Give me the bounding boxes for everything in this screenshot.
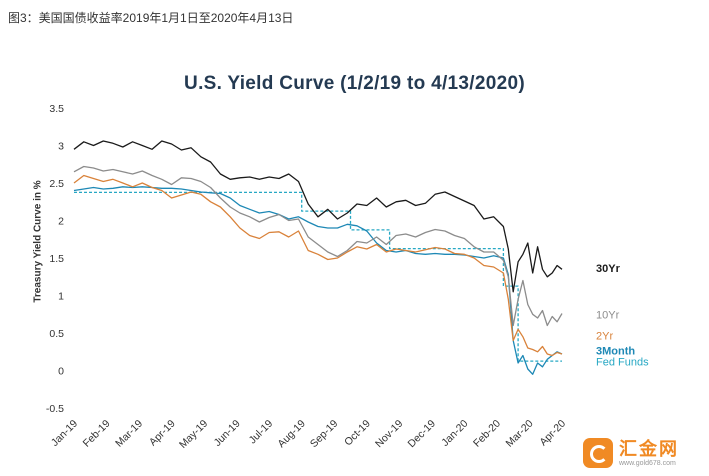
plot-area — [73, 140, 563, 375]
x-tick-label: May-19 — [177, 418, 210, 451]
x-tick-label: Oct-19 — [342, 418, 373, 449]
legend-label-fed-funds: Fed Funds — [596, 357, 649, 369]
x-tick-label: Nov-19 — [373, 418, 406, 451]
y-axis: -0.5 0 0.5 1 1.5 2 2.5 3 3.5 — [46, 103, 64, 415]
watermark-name: 汇金网 — [619, 438, 679, 459]
x-tick-label: Dec-19 — [406, 418, 439, 451]
series-line-2yr — [73, 174, 563, 357]
x-tick-label: Feb-19 — [81, 418, 113, 450]
y-tick-label: 3.5 — [49, 103, 64, 115]
x-tick-label: Apr-19 — [147, 418, 178, 449]
series-line-3month — [73, 186, 563, 375]
x-tick-label: Mar-20 — [504, 418, 536, 450]
y-tick-label: 2.5 — [49, 178, 64, 190]
figure-caption: 图3：美国国债收益率2019年1月1日至2020年4月13日 — [8, 11, 294, 25]
x-tick-label: Jul-19 — [247, 418, 276, 447]
legend-label-30yr: 30Yr — [596, 263, 621, 275]
x-tick-label: Jan-19 — [49, 418, 80, 449]
x-tick-label: Apr-20 — [537, 418, 568, 449]
x-tick-label: Jan-20 — [439, 418, 470, 449]
x-tick-label: Sep-19 — [308, 418, 341, 451]
y-tick-label: 2 — [58, 216, 64, 228]
x-tick-label: Feb-20 — [471, 418, 503, 450]
y-tick-label: 1 — [58, 291, 64, 303]
watermark-url: www.gold678.com — [619, 459, 676, 467]
y-tick-label: 0 — [58, 366, 64, 378]
x-tick-label: Jun-19 — [212, 418, 243, 449]
watermark: 汇金网 www.gold678.com — [583, 436, 705, 470]
watermark-logo-icon — [583, 438, 613, 468]
y-tick-label: 0.5 — [49, 328, 64, 340]
y-tick-label: -0.5 — [46, 403, 64, 415]
x-tick-label: Aug-19 — [275, 418, 308, 451]
series-line-10yr — [73, 165, 563, 327]
legend-label-2yr: 2Yr — [596, 330, 613, 342]
x-tick-label: Mar-19 — [113, 418, 145, 450]
chart-title: U.S. Yield Curve (1/2/19 to 4/13/2020) — [184, 73, 525, 94]
x-axis: Jan-19 Feb-19 Mar-19 Apr-19 May-19 Jun-19 Jul-… — [49, 418, 568, 451]
legend-label-10yr: 10Yr — [596, 309, 620, 321]
y-tick-label: 1.5 — [49, 253, 64, 265]
legend-label-3month: 3Month — [596, 345, 635, 357]
y-tick-label: 3 — [58, 141, 64, 153]
series-line-30yr — [73, 140, 563, 293]
